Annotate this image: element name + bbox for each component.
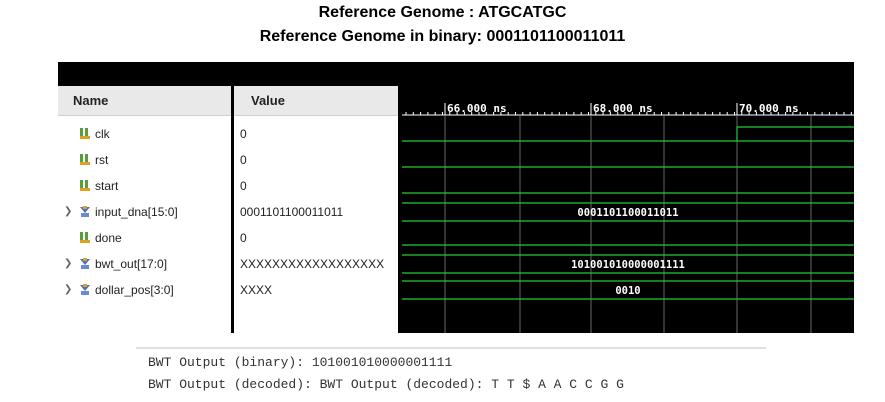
signal-row-rst[interactable]: rst	[58, 147, 231, 173]
signal-value-row: 0	[234, 173, 398, 199]
signal-name: rst	[95, 153, 109, 167]
value-column-header[interactable]: Value	[234, 86, 398, 116]
signal-name-panel: Name clk rst start ❯ input_dna[15:0]done ❯ bwt…	[58, 62, 231, 333]
signal-value: XXXX	[240, 283, 273, 297]
expand-chevron-icon[interactable]: ❯	[64, 206, 73, 217]
bus-value-label: 0010	[615, 285, 640, 297]
bus-value-label: 0001101100011011	[577, 207, 678, 219]
signal-value-row: 0	[234, 147, 398, 173]
bus-signal-icon	[80, 258, 90, 269]
bit-signal-icon	[80, 154, 90, 165]
signal-name: input_dna[15:0]	[95, 205, 178, 219]
signal-value-row: XXXX	[234, 277, 398, 303]
signal-value: 0	[240, 127, 247, 141]
console-line-decoded: BWT Output (decoded): BWT Output (decode…	[148, 377, 624, 392]
bit-signal-icon	[80, 232, 90, 243]
signal-value: 0001101100011011	[240, 205, 344, 219]
reference-genome-title: Reference Genome : ATGCATGC	[318, 4, 567, 21]
signal-row-bwt-out[interactable]: ❯ bwt_out[17:0]	[58, 251, 231, 277]
timeline-label: 66.000 ns	[447, 102, 507, 115]
console-output: BWT Output (binary): 101001010000001111 …	[136, 347, 766, 402]
bus-value-label: 101001010000001111	[571, 259, 685, 271]
signal-value: 0	[240, 153, 247, 167]
signal-name-list: clk rst start ❯ input_dna[15:0]done ❯ bwt_out[…	[58, 116, 231, 333]
signal-name: start	[95, 179, 119, 193]
signal-value: XXXXXXXXXXXXXXXXXX	[240, 257, 385, 271]
signal-value: 0	[240, 231, 247, 245]
signal-row-input-dna[interactable]: ❯ input_dna[15:0]	[58, 199, 231, 225]
signal-value-list: 0 0 0 0001101100011011 0 XXXXXXXXXXXXXXXXXX XX…	[234, 116, 398, 333]
signal-row-start[interactable]: start	[58, 173, 231, 199]
signal-value: 0	[240, 179, 247, 193]
signal-value-panel: Value 0 0 0 0001101100011011 0 XXXXXXXXXXXXXX…	[234, 62, 398, 333]
signal-value-row: XXXXXXXXXXXXXXXXXX	[234, 251, 398, 277]
signal-row-clk[interactable]: clk	[58, 121, 231, 147]
expand-chevron-icon[interactable]: ❯	[64, 284, 73, 295]
signal-row-done[interactable]: done	[58, 225, 231, 251]
waveform-canvas[interactable]: 66.000 ns 68.000 ns 70.000 ns 0001101100011…	[402, 62, 854, 333]
bit-signal-icon	[80, 180, 90, 191]
signal-value-row: 0	[234, 225, 398, 251]
bit-signal-icon	[80, 128, 90, 139]
timeline-label: 70.000 ns	[739, 102, 799, 115]
signal-name: clk	[95, 127, 110, 141]
bus-signal-icon	[80, 206, 90, 217]
console-line-binary: BWT Output (binary): 101001010000001111	[148, 355, 453, 370]
reference-genome-binary-title: Reference Genome in binary: 000110110001…	[259, 28, 626, 45]
bus-signal-icon	[80, 284, 90, 295]
signal-row-dollar-pos[interactable]: ❯ dollar_pos[3:0]	[58, 277, 231, 303]
timeline-label: 68.000 ns	[593, 102, 653, 115]
expand-chevron-icon[interactable]: ❯	[64, 258, 73, 269]
name-column-header[interactable]: Name	[58, 86, 231, 116]
signal-value-row: 0	[234, 121, 398, 147]
signal-name: done	[95, 231, 122, 245]
signal-name: bwt_out[17:0]	[95, 257, 168, 271]
waveform-panel[interactable]: 66.000 ns 68.000 ns 70.000 ns 0001101100011…	[402, 62, 854, 333]
clk-waveform	[402, 126, 854, 142]
signal-name: dollar_pos[3:0]	[95, 283, 174, 297]
signal-value-row: 0001101100011011	[234, 199, 398, 225]
